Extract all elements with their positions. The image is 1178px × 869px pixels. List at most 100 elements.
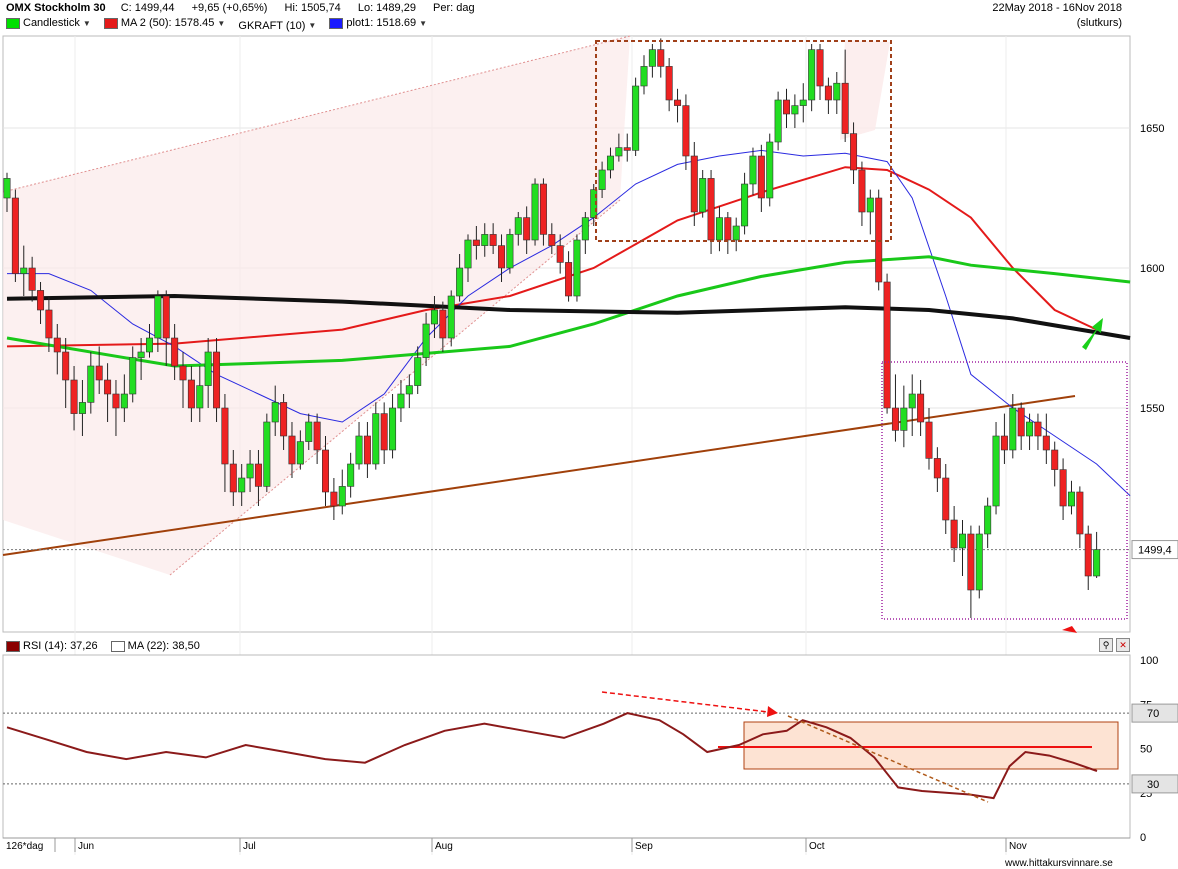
candle-body [481,234,489,246]
candle-body [20,267,28,274]
candle-body [271,402,279,423]
candle-body [565,262,573,297]
legend-label: MA 2 (50): 1578.45 [120,17,215,29]
last-price-box [1131,540,1178,560]
dropdown-arrow-icon[interactable]: ▼ [308,21,317,30]
candle-body [162,295,170,339]
candle-body [1000,435,1008,451]
dropdown-arrow-icon[interactable]: ▼ [217,18,226,28]
candle-body [908,393,916,409]
candle-body [623,147,631,151]
legend-label: plot1: 1518.69 [346,17,417,29]
last-price-label: 1499,4 [1138,545,1172,557]
candle-body [774,99,782,143]
candle-body [548,234,556,246]
legend-gkraft[interactable]: GKRAFT (10) ▼ [238,20,316,32]
ma-green-line [6,255,1131,368]
rsi-tick-label: 0 [1140,832,1146,844]
legend-label: Candlestick [23,17,80,29]
candle-body [204,351,212,386]
red-down-arrow-icon [1062,626,1077,633]
candle-body [145,337,153,353]
candle-body [187,379,195,409]
rsi-tick-label: 25 [1140,788,1152,800]
month-label: Nov [1009,841,1027,852]
dropdown-arrow-icon[interactable]: ▼ [82,18,91,28]
candle-body [1067,491,1075,507]
candle-body [154,295,162,339]
legend-rsi[interactable]: RSI (14): 37,26 [6,640,98,652]
candle-body [925,421,933,459]
candle-body [120,393,128,409]
dropdown-arrow-icon[interactable]: ▼ [419,18,428,28]
candle-body [598,169,606,190]
candle-body [749,155,757,185]
price-tick-label: 1650 [1140,123,1164,135]
candle-body [422,323,430,358]
trend-channel-lower [169,199,621,576]
candle-body [799,99,807,106]
legend-line: Candlestick ▼ MA 2 (50): 1578.45 ▼ GKRAFT … [6,17,437,32]
legend-plot1[interactable]: plot1: 1518.69 ▼ [329,17,427,29]
candle-body [1059,469,1067,507]
zoom-icon[interactable]: ⚲ [1099,638,1113,652]
candle-body [430,309,438,325]
candle-body [850,133,858,171]
candle-body [615,147,623,157]
candle-body [229,463,237,493]
candle-body [129,357,137,395]
candle-body [347,463,355,487]
candle-body [632,85,640,151]
candle-body [841,82,849,134]
candle-body [322,449,330,493]
close-icon[interactable]: ✕ [1116,638,1130,652]
candle-body [263,421,271,487]
legend-rsi-ma[interactable]: MA (22): 38,50 [110,640,200,652]
candle-body [498,245,506,269]
candle-body [640,66,648,87]
candle-body [447,295,455,339]
candle-body [724,217,732,241]
candle-body [699,178,707,213]
legend-label: GKRAFT (10) [238,19,306,32]
candle-body [196,385,204,409]
candle-body [179,365,187,381]
candle-body [171,337,179,367]
candle-body [816,49,824,87]
bottom-range-box [881,361,1128,620]
candle-body [875,197,883,283]
candle-body [1026,421,1034,437]
candle-body [112,393,120,409]
candle-body [313,421,321,451]
month-label: Oct [809,841,825,852]
candle-body [213,351,221,409]
candle-body [380,413,388,451]
candle-body [707,178,715,241]
candle-body [305,421,313,442]
candle-body [78,402,86,414]
candle-body [942,477,950,521]
candle-body [900,407,908,431]
legend-swatch [110,640,125,652]
candle-body [581,217,589,241]
legend-ma2[interactable]: MA 2 (50): 1578.45 ▼ [103,17,226,29]
candle-body [1009,407,1017,451]
candle-body [11,197,19,274]
candle-body [791,105,799,115]
candle-body [984,505,992,535]
candle-body [3,178,11,199]
candle-body [87,365,95,403]
close-value: C: 1499,44 [120,2,175,14]
candle-body [1017,407,1025,437]
price-type: (slutkurs) [1076,17,1122,29]
legend-label: MA (22): 38,50 [127,640,200,652]
legend-candlestick[interactable]: Candlestick ▼ [6,17,91,29]
candle-body [741,183,749,227]
candle-body [363,435,371,465]
rsi-legend: RSI (14): 37,26 MA (22): 38,50 [6,640,210,655]
price-tick-label: 1550 [1140,403,1164,415]
legend-swatch [103,17,118,29]
legend-label: RSI (14): 37,26 [23,640,98,652]
candle-body [959,533,967,549]
